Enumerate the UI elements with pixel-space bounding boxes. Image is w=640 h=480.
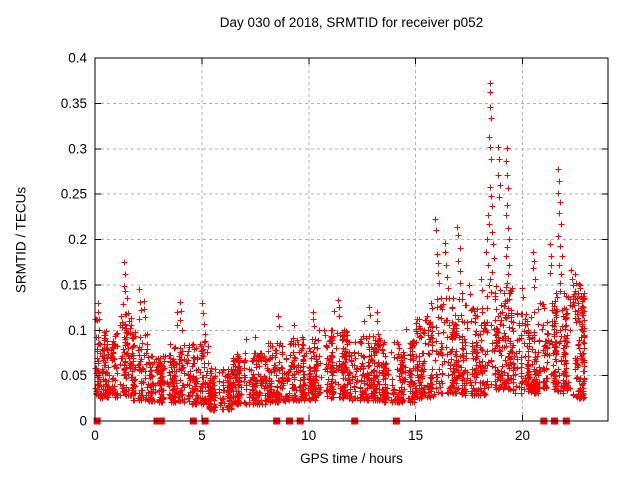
y-tick-label: 0.1 — [68, 323, 87, 338]
x-tick-label: 15 — [408, 428, 423, 443]
y-tick-label: 0.2 — [68, 232, 87, 247]
x-tick-label: 10 — [301, 428, 316, 443]
y-tick-label: 0.4 — [68, 51, 87, 66]
x-tick-label: 5 — [198, 428, 206, 443]
y-tick-label: 0.05 — [61, 368, 87, 383]
chart-title: Day 030 of 2018, SRMTID for receiver p05… — [219, 15, 484, 30]
y-tick-label: 0.25 — [61, 187, 87, 202]
y-tick-label: 0 — [79, 414, 87, 429]
scatter-points-plus-markers — [92, 80, 588, 414]
x-tick-label: 20 — [515, 428, 530, 443]
x-axis-label: GPS time / hours — [300, 451, 403, 466]
x-tick-label: 0 — [91, 428, 99, 443]
y-tick-label: 0.35 — [61, 96, 87, 111]
y-tick-label: 0.3 — [68, 141, 87, 156]
y-tick-label: 0.15 — [61, 277, 87, 292]
